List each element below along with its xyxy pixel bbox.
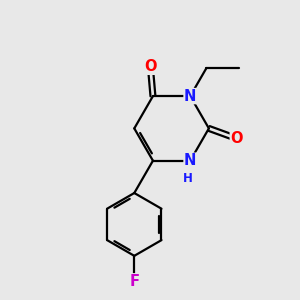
Text: H: H (183, 172, 193, 185)
Text: N: N (184, 88, 196, 104)
Text: O: O (144, 59, 157, 74)
Text: F: F (129, 274, 139, 289)
Text: O: O (230, 131, 243, 146)
Text: N: N (184, 153, 196, 168)
